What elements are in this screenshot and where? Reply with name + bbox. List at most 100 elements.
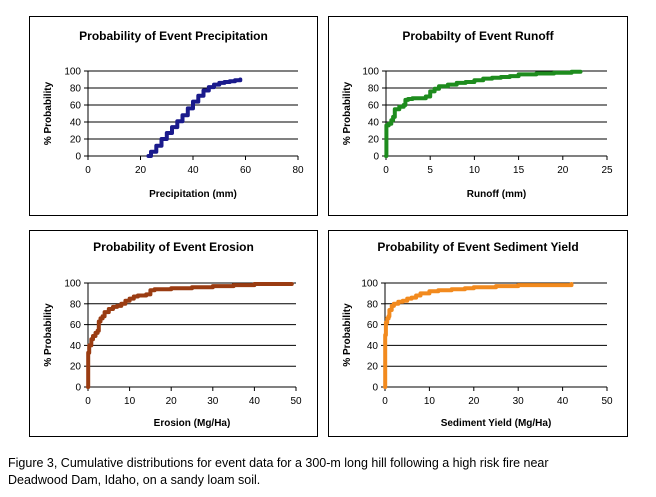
y-tick-label-erosion-20: 20: [70, 362, 82, 373]
data-point-erosion-0: [86, 385, 90, 389]
data-point-runoff-13: [424, 94, 428, 99]
data-point-runoff-3: [389, 118, 393, 122]
data-point-runoff-26: [534, 71, 538, 76]
y-tick-label-runoff-80: 80: [368, 84, 380, 95]
data-point-sediment-yield-16: [450, 287, 454, 291]
data-point-erosion-3: [89, 337, 93, 341]
data-point-precipitation-17: [233, 78, 237, 82]
x-tick-label-runoff-0: 0: [383, 165, 389, 176]
y-tick-label-sediment-yield-60: 60: [367, 320, 379, 331]
series-line-precipitation: [146, 77, 243, 158]
data-point-runoff-0: [384, 154, 388, 158]
chart-title-runoff: Probabilty of Event Runoff: [402, 29, 554, 43]
data-point-precipitation-7: [180, 113, 185, 117]
data-point-precipitation-3: [159, 137, 164, 141]
data-point-precipitation-15: [222, 80, 227, 84]
data-point-runoff-11: [415, 96, 419, 100]
y-tick-label-precipitation-60: 60: [70, 101, 82, 112]
data-point-runoff-25: [517, 72, 521, 76]
y-tick-label-sediment-yield-20: 20: [367, 362, 379, 373]
data-point-runoff-21: [481, 77, 485, 81]
y-tick-label-sediment-yield-40: 40: [367, 341, 379, 352]
y-tick-label-runoff-40: 40: [368, 118, 380, 129]
data-point-runoff-18: [455, 81, 459, 85]
data-point-precipitation-9: [191, 100, 195, 104]
y-tick-label-precipitation-0: 0: [75, 152, 81, 163]
data-point-sediment-yield-19: [494, 284, 498, 288]
data-point-runoff-8: [403, 98, 408, 102]
data-point-precipitation-10: [196, 94, 200, 98]
x-tick-label-sediment-yield-10: 10: [424, 396, 436, 407]
x-axis-label-erosion: Erosion (Mg/Ha): [154, 418, 231, 429]
y-axis-label-erosion: % Probability: [43, 303, 54, 367]
series-line-runoff: [384, 69, 583, 158]
data-point-sediment-yield-14: [427, 289, 431, 293]
data-point-runoff-22: [490, 76, 494, 80]
data-point-sediment-yield-21: [538, 283, 542, 287]
data-point-sediment-yield-6: [390, 304, 394, 308]
data-point-sediment-yield-4: [386, 314, 391, 318]
chart-svg-sediment-yield: Probability of Event Sediment Yield 0 20 40…: [342, 240, 613, 429]
data-point-erosion-12: [111, 305, 115, 309]
data-point-runoff-20: [472, 78, 476, 82]
x-axis-label-sediment-yield: Sediment Yield (Mg/Ha): [441, 418, 552, 429]
y-tick-label-sediment-yield-80: 80: [367, 299, 379, 310]
data-point-runoff-15: [433, 87, 437, 91]
y-tick-label-erosion-80: 80: [70, 299, 82, 310]
x-tick-label-erosion-20: 20: [166, 396, 178, 407]
x-tick-label-sediment-yield-0: 0: [382, 396, 388, 407]
data-point-sediment-yield-12: [414, 293, 418, 298]
x-tick-label-erosion-50: 50: [290, 396, 302, 407]
data-point-precipitation-13: [212, 83, 216, 87]
data-point-erosion-28: [290, 282, 294, 286]
data-point-runoff-1: [384, 123, 389, 127]
data-point-erosion-19: [144, 292, 148, 297]
data-point-precipitation-1: [149, 150, 153, 154]
figure-caption: Figure 3, Cumulative distributions for e…: [8, 455, 653, 489]
data-point-sediment-yield-0: [383, 385, 387, 389]
data-point-runoff-29: [578, 70, 583, 74]
data-point-sediment-yield-20: [516, 283, 520, 287]
data-point-erosion-8: [98, 316, 103, 320]
data-point-erosion-11: [107, 307, 111, 311]
data-point-erosion-14: [119, 302, 123, 306]
data-point-erosion-25: [232, 283, 236, 287]
y-tick-label-sediment-yield-100: 100: [361, 279, 378, 290]
data-point-sediment-yield-15: [436, 288, 440, 292]
caption-line-1: Figure 3, Cumulative distributions for e…: [8, 456, 549, 470]
data-point-precipitation-5: [170, 125, 174, 129]
data-point-precipitation-11: [201, 88, 206, 93]
y-tick-label-sediment-yield-0: 0: [372, 383, 378, 394]
y-tick-label-precipitation-80: 80: [70, 84, 82, 95]
data-point-sediment-yield-2: [384, 320, 388, 325]
chart-title-sediment-yield: Probability of Event Sediment Yield: [377, 240, 578, 254]
data-point-erosion-24: [211, 284, 215, 288]
chart-panel-runoff: Probabilty of Event Runoff 0 20 40 60 80 100 0 5…: [328, 16, 628, 216]
data-point-runoff-23: [499, 75, 503, 79]
data-point-erosion-27: [273, 282, 277, 286]
data-point-precipitation-18: [238, 77, 242, 82]
data-point-erosion-22: [169, 286, 173, 290]
chart-svg-runoff: Probabilty of Event Runoff 0 20 40 60 80 100 0 5…: [342, 29, 613, 200]
y-axis-label-runoff: % Probability: [342, 81, 353, 145]
x-tick-label-sediment-yield-30: 30: [513, 396, 525, 407]
data-point-sediment-yield-7: [392, 302, 396, 306]
y-axis-label-precipitation: % Probability: [43, 81, 54, 145]
data-point-erosion-15: [123, 299, 128, 303]
data-point-erosion-1: [86, 351, 90, 355]
data-point-erosion-6: [95, 329, 100, 333]
data-point-sediment-yield-1: [383, 333, 387, 337]
data-point-precipitation-2: [154, 144, 158, 148]
data-point-runoff-7: [402, 103, 406, 107]
y-tick-label-runoff-60: 60: [368, 101, 380, 112]
y-tick-label-runoff-20: 20: [368, 135, 380, 146]
x-tick-label-runoff-5: 5: [427, 165, 433, 176]
data-point-runoff-12: [419, 96, 423, 100]
data-point-sediment-yield-9: [401, 299, 405, 303]
x-tick-label-sediment-yield-50: 50: [601, 396, 613, 407]
data-point-runoff-14: [428, 89, 432, 93]
data-point-erosion-5: [93, 331, 98, 335]
data-point-runoff-28: [570, 70, 574, 74]
x-tick-label-runoff-15: 15: [513, 165, 525, 176]
data-point-sediment-yield-18: [472, 285, 476, 289]
